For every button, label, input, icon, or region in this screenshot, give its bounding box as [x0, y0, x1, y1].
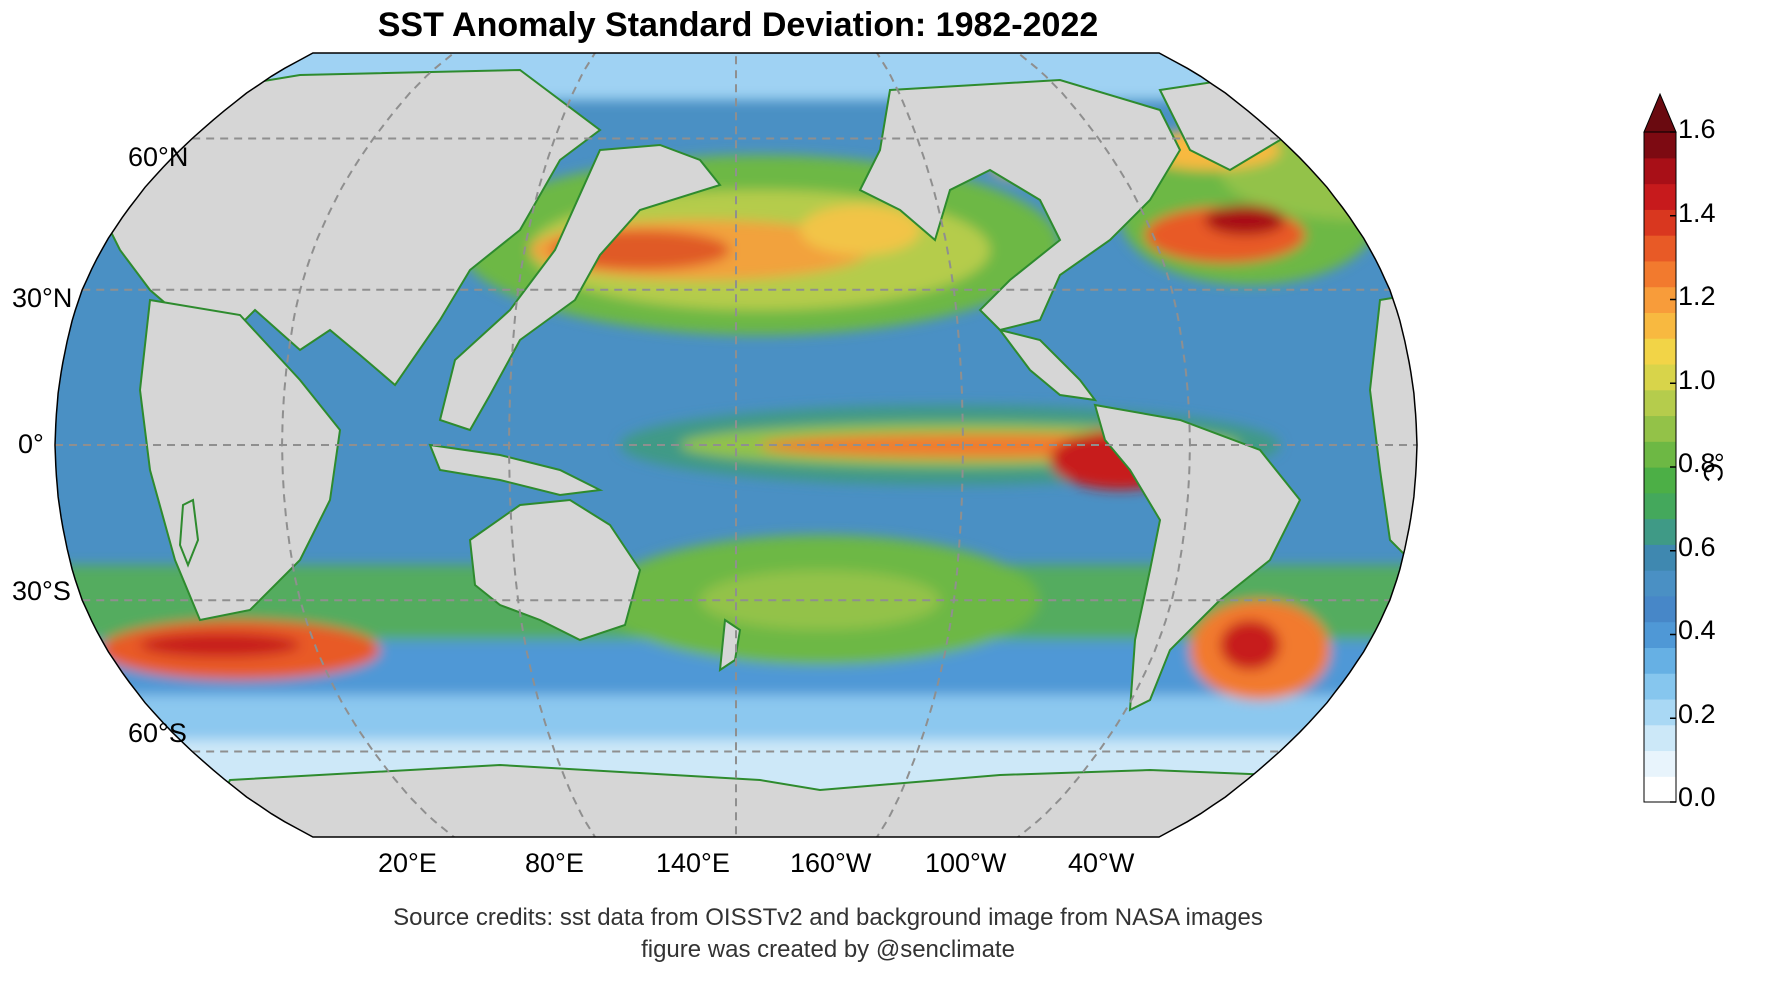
colorbar-segment — [1644, 467, 1676, 494]
landmass-south-america — [1093, 403, 1302, 712]
colorbar-segment — [1644, 647, 1676, 674]
credits-line-2: figure was created by @senclimate — [641, 936, 1015, 963]
colorbar-tick-0-6: 0.6 — [1678, 532, 1716, 562]
colorbar-extend-arrow — [1643, 92, 1677, 133]
landmass-antarctica — [198, 763, 1417, 837]
colorbar-segment — [1644, 595, 1676, 623]
lat-label-30s: 30°S — [12, 576, 71, 606]
colorbar-tick-1-0: 1.0 — [1678, 365, 1716, 395]
lat-label-60n: 60°N — [128, 142, 189, 172]
credits-line-1: Source credits: sst data from OISSTv2 an… — [393, 904, 1263, 931]
meridian-line — [977, 53, 1192, 837]
colorbar-segment — [1644, 312, 1676, 339]
map-title: SST Anomaly Standard Deviation: 1982-202… — [377, 6, 1099, 44]
lon-label-80e: 80°E — [525, 848, 584, 878]
colorbar-segment — [1644, 260, 1676, 288]
lat-label-30n: 30°N — [12, 283, 73, 313]
map-outline — [54, 52, 1418, 838]
lon-label-140e: 140°E — [656, 848, 730, 878]
meridian-line — [856, 53, 965, 837]
landmass-africa-east — [1368, 288, 1417, 562]
lon-label-100w: 100°W — [925, 848, 1007, 878]
landmass-madagascar — [178, 498, 200, 568]
colorbar-segment — [1644, 157, 1676, 185]
colorbar-segment — [1644, 235, 1676, 262]
colorbar-segment — [1644, 750, 1676, 777]
colorbar-segment — [1644, 338, 1676, 365]
lon-label-160w: 160°W — [790, 848, 872, 878]
colorbar-segment — [1644, 389, 1676, 417]
landmass-asia-east — [438, 143, 722, 432]
colorbar-segment — [1644, 441, 1676, 468]
colorbar-segment — [1644, 209, 1676, 236]
colorbar-segment — [1644, 363, 1676, 391]
colorbar — [1643, 92, 1677, 803]
landmass-asia-west — [88, 68, 602, 387]
lon-label-40w: 40°W — [1068, 848, 1135, 878]
colorbar-tick-0-4: 0.4 — [1678, 615, 1716, 645]
graticule — [55, 53, 1417, 837]
colorbar-tick-0-8: 0.8 — [1678, 448, 1716, 478]
colorbar-segment — [1644, 673, 1676, 700]
landmass-central-america — [997, 328, 1098, 402]
colorbar-segment — [1644, 183, 1676, 210]
colorbar-segment — [1644, 518, 1676, 545]
colorbar-segment — [1644, 132, 1676, 159]
colorbar-segment — [1644, 492, 1676, 520]
colorbar-tick-0-2: 0.2 — [1678, 699, 1716, 729]
meridian-line — [280, 53, 495, 837]
colorbar-segment — [1644, 698, 1676, 726]
source-credits: Source credits: sst data from OISSTv2 an… — [0, 902, 1656, 966]
colorbar-segment — [1644, 724, 1676, 752]
land-masses — [88, 68, 1417, 837]
colorbar-unit-label: °C — [1698, 452, 1728, 483]
colorbar-segment — [1644, 776, 1676, 803]
colorbar-tick-1-6: 1.6 — [1678, 114, 1716, 144]
colorbar-tick-0-0: 0.0 — [1678, 782, 1716, 812]
colorbar-tick-1-2: 1.2 — [1678, 281, 1716, 311]
landmass-north-america — [858, 78, 1182, 332]
map-frame — [54, 52, 1418, 838]
colorbar-segment — [1644, 570, 1676, 597]
lon-label-20e: 20°E — [378, 848, 437, 878]
colorbar-segment — [1644, 415, 1676, 442]
landmass-australia — [468, 498, 642, 642]
sst-field — [55, 53, 1417, 837]
colorbar-segment — [1644, 544, 1676, 571]
landmass-europe — [1358, 138, 1417, 272]
meridian-line — [507, 53, 616, 837]
colorbar-tick-1-4: 1.4 — [1678, 198, 1716, 228]
lat-label-0: 0° — [18, 429, 44, 459]
lat-label-60s: 60°S — [128, 718, 187, 748]
